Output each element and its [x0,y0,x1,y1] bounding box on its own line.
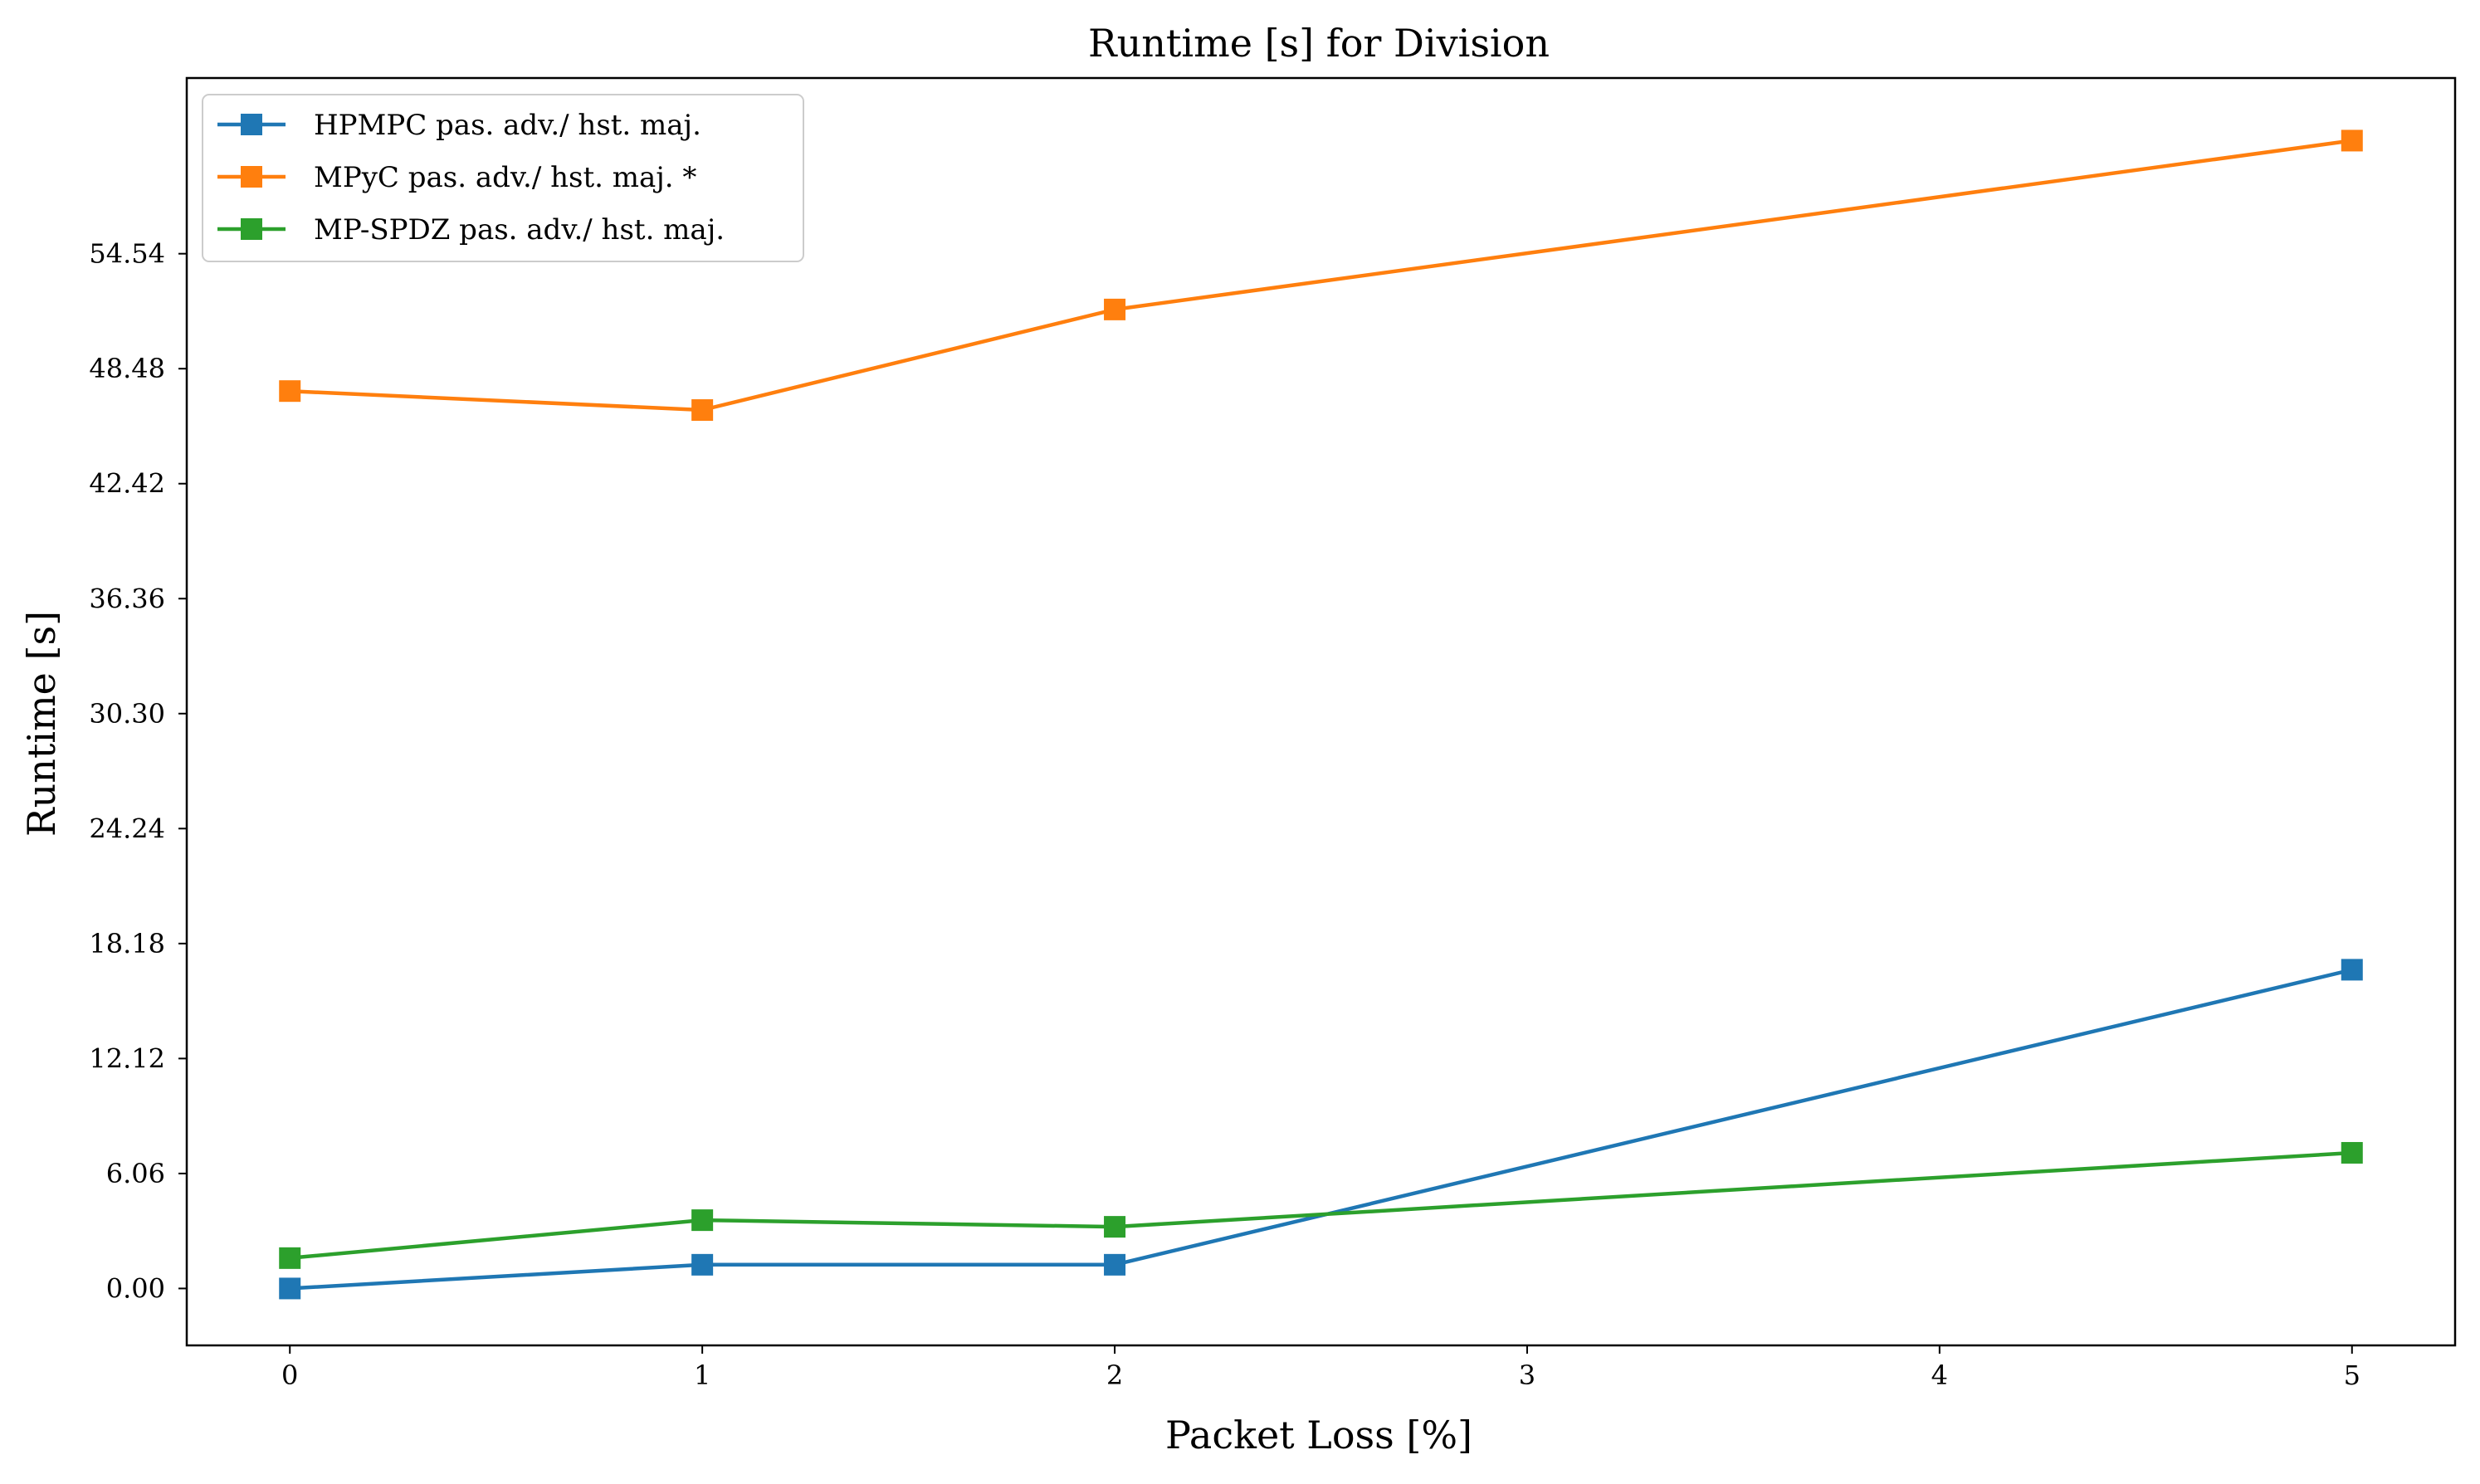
plot-frame [185,76,2457,1347]
legend-label: HPMPC pas. adv./ hst. maj. [314,109,701,142]
x-tick-label: 2 [1106,1360,1123,1391]
series-line [289,1150,2352,1261]
legend-label: MP-SPDZ pas. adv./ hst. maj. [314,213,725,247]
legend-item: MP-SPDZ pas. adv./ hst. maj. [217,213,725,247]
x-axis-ticks: 0 1 2 3 4 5 [281,1345,2360,1391]
legend-marker [241,218,262,240]
data-point [691,1209,714,1232]
y-tick-label: 24.24 [89,813,165,844]
legend-marker [241,114,262,135]
data-point [1104,298,1126,320]
series-1 [279,129,2363,422]
chart-title: Runtime [s] for Division [1088,21,1550,66]
y-tick-label: 6.06 [106,1158,165,1189]
legend: HPMPC pas. adv./ hst. maj. MPyC pas. adv.… [202,94,804,262]
y-tick-label: 42.42 [89,468,165,500]
legend-item: MPyC pas. adv./ hst. maj. * [217,161,696,194]
x-tick-label: 1 [694,1360,710,1391]
y-tick-label: 48.48 [89,353,165,384]
data-point [2341,959,2363,981]
x-tick-label: 0 [281,1360,298,1391]
data-point [691,399,714,422]
series-2 [279,1141,2363,1269]
legend-marker [241,166,262,188]
x-tick-label: 3 [1519,1360,1535,1391]
y-tick-label: 54.54 [89,238,165,270]
y-tick-label: 30.30 [89,698,165,730]
series-line [290,968,2353,1291]
data-point [1104,1216,1126,1238]
legend-item: HPMPC pas. adv./ hst. maj. [217,109,701,142]
y-tick-label: 18.18 [89,928,165,959]
data-point [2341,1141,2363,1164]
data-point [279,1247,301,1269]
legend-label: MPyC pas. adv./ hst. maj. * [314,161,696,194]
legend-frame [202,94,804,262]
y-tick-label: 0.00 [106,1272,165,1304]
series-line [290,139,2353,412]
x-axis-label: Packet Loss [%] [1165,1413,1472,1457]
y-tick-label: 36.36 [89,583,165,614]
y-axis-ticks: 0.00 6.06 12.12 18.18 24.24 30.30 36.36 42.42 48… [89,238,187,1304]
data-point [2341,129,2363,152]
data-point [1104,1253,1126,1276]
data-point [279,1277,301,1300]
data-point [691,1253,714,1276]
x-tick-label: 5 [2344,1360,2360,1391]
series-layer [279,129,2363,1300]
x-tick-label: 4 [1931,1360,1948,1391]
y-axis-label: Runtime [s] [19,611,64,837]
y-tick-label: 12.12 [89,1042,165,1074]
data-point [279,380,301,403]
series-0 [279,959,2363,1300]
